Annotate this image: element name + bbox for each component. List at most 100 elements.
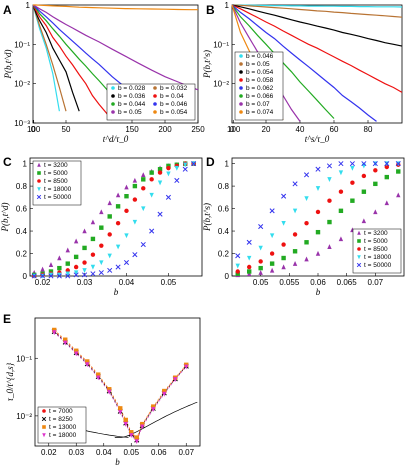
y-tick-label-c: 0.8	[16, 182, 28, 191]
x-tick-label-a: 150	[125, 125, 139, 134]
series-line-a	[33, 4, 198, 11]
plot-frame-c	[29, 157, 203, 277]
data-point-c	[82, 268, 87, 273]
data-point-c	[141, 206, 146, 212]
x-tick-label-e: 0.04	[96, 448, 112, 457]
data-point-c	[99, 260, 104, 266]
data-point-c	[73, 272, 79, 278]
panel-label-e: E	[3, 312, 11, 326]
data-point-d	[247, 269, 252, 274]
data-point-d	[361, 218, 367, 224]
data-point-c	[31, 273, 37, 279]
data-point-c	[99, 225, 104, 230]
x-axis-label-a: t^d/τ_0	[103, 134, 129, 144]
data-point-c	[124, 184, 129, 190]
legend-marker-b	[239, 54, 243, 58]
series-line-a	[32, 4, 126, 112]
data-point-d	[281, 220, 286, 226]
data-point-d	[304, 240, 309, 245]
y-axis-label-b: P(b,t^s)	[202, 50, 212, 79]
data-point-c	[65, 247, 70, 253]
panel-label-c: C	[3, 155, 12, 169]
data-point-e	[74, 348, 79, 353]
legend-label-d: t = 18000	[364, 254, 392, 261]
data-point-c	[90, 219, 96, 225]
data-point-d	[292, 208, 298, 214]
data-point-e	[63, 337, 68, 342]
data-point-d	[269, 208, 275, 214]
legend-label-e: t = 13000	[49, 424, 77, 431]
legend-marker-c	[36, 194, 42, 200]
x-tick-label-e: 0.02	[41, 448, 57, 457]
data-point-c	[99, 243, 104, 248]
data-point-c	[149, 228, 155, 234]
data-point-d	[281, 255, 286, 261]
legend-marker-d	[357, 239, 361, 243]
data-point-c	[149, 170, 154, 175]
data-point-d	[315, 209, 321, 215]
data-point-c	[40, 266, 45, 272]
series-line-b	[231, 4, 403, 93]
y-axis-label-d: P(b,t^s)	[202, 203, 212, 232]
data-point-c	[48, 272, 54, 278]
y-axis-label-a: P(b,t^d)	[3, 49, 13, 79]
legend-marker-b	[239, 86, 243, 90]
data-point-c	[48, 269, 54, 274]
x-tick-label-d: 0.065	[337, 278, 358, 287]
y-tick-label-e: 10⁻²	[16, 412, 32, 421]
y-tick-label-a: 1	[26, 1, 31, 10]
legend-marker-c	[37, 187, 41, 192]
data-point-e	[162, 391, 167, 397]
x-tick-label-c: 0.02	[35, 278, 51, 287]
data-point-e	[74, 351, 79, 357]
data-point-e	[151, 404, 156, 409]
x-tick-label-b: 80	[364, 125, 373, 134]
data-point-c	[124, 194, 129, 199]
data-point-e	[173, 377, 178, 382]
data-point-e	[129, 433, 134, 438]
data-point-e	[134, 435, 139, 440]
legend-marker-e	[42, 409, 46, 413]
legend-marker-a	[111, 110, 115, 114]
legend-label-e: t = 7000	[49, 408, 73, 415]
x-tick-label-b: 60	[330, 125, 339, 134]
data-point-d	[258, 270, 263, 275]
data-point-d	[269, 233, 275, 239]
data-point-c	[56, 273, 62, 279]
data-point-d	[292, 181, 298, 187]
legend-marker-d	[357, 247, 361, 251]
y-tick-label-c: 0	[23, 272, 28, 281]
data-point-c	[90, 264, 96, 270]
plot-frame-e	[34, 317, 201, 447]
data-point-c	[99, 209, 104, 215]
data-point-c	[115, 244, 121, 250]
legend-label-e: t = 18000	[49, 432, 77, 439]
data-point-d	[281, 264, 286, 270]
x-tick-label-c: 0.05	[161, 278, 177, 287]
series-line-a	[32, 4, 113, 121]
data-point-d	[327, 244, 332, 249]
data-point-d	[235, 263, 240, 269]
legend-label-e: t = 8250	[49, 416, 73, 423]
data-point-d	[315, 166, 321, 172]
y-tick-label-d: 0.8	[218, 182, 230, 191]
data-point-e	[162, 388, 167, 394]
legend-label-d: t = 50000	[364, 262, 392, 269]
data-point-c	[73, 270, 79, 276]
data-point-c	[157, 170, 163, 175]
data-point-c	[124, 233, 129, 239]
panel-label-a: A	[3, 3, 12, 17]
legend-label-a: b = 0.032	[160, 85, 188, 92]
series-line-b	[231, 4, 403, 18]
y-tick-label-a: 10⁻²	[14, 80, 30, 89]
data-point-d	[327, 177, 332, 182]
data-point-d	[304, 220, 309, 226]
data-point-c	[82, 260, 87, 265]
data-point-d	[350, 198, 355, 203]
data-point-c	[65, 261, 70, 266]
data-point-c	[81, 272, 88, 278]
series-line-a	[32, 4, 199, 91]
legend-label-c: t = 50000	[44, 194, 72, 201]
data-point-d	[350, 165, 355, 171]
